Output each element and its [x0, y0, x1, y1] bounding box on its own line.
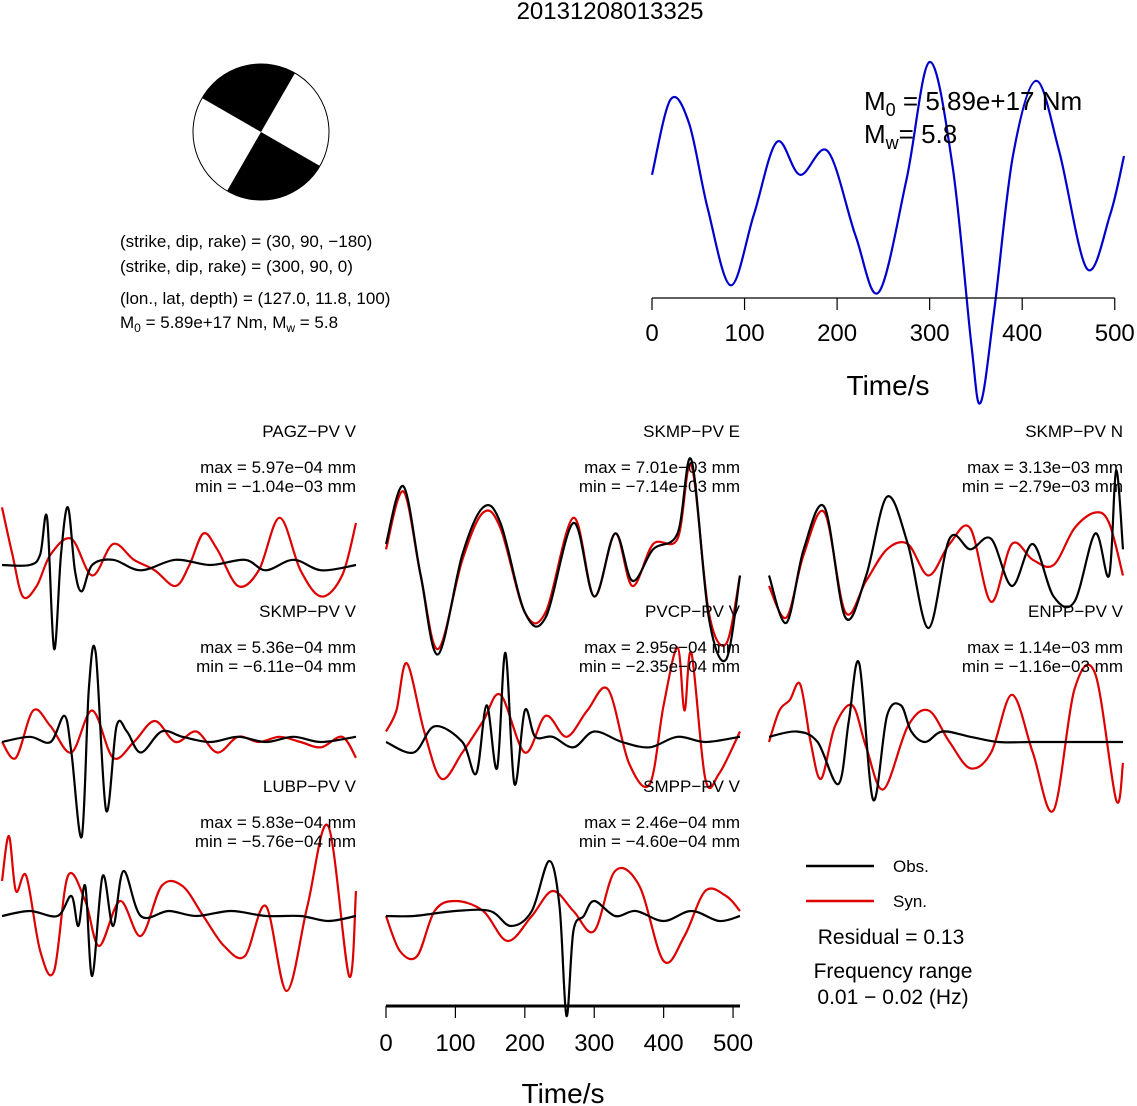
stf-mw-value: = 5.8 [899, 119, 958, 149]
panel-max-label: max = 5.36e−04 mm [200, 638, 356, 657]
frequency-range-label: Frequency range [814, 960, 973, 983]
observed-waveform [1, 506, 357, 651]
legend-obs-label: Obs. [893, 857, 929, 876]
stf-m0-subscript: 0 [886, 100, 896, 120]
stf-x-tick-label: 400 [1002, 320, 1042, 347]
panel-max-label: max = 7.01e−03 mm [584, 458, 740, 477]
frequency-range-value: 0.01 − 0.02 (Hz) [817, 986, 968, 1009]
synthetic-waveform [385, 646, 741, 790]
panel-min-label: min = −7.14e−03 mm [579, 477, 740, 496]
synthetic-waveform [0, 507, 358, 600]
panel-station-label: SKMP−PV E [643, 422, 740, 441]
observed-waveform [1, 644, 357, 839]
beachball-icon [192, 63, 330, 201]
stf-x-tick-label: 300 [910, 320, 950, 347]
panel-min-label: min = −2.35e−04 mm [579, 657, 740, 676]
panel-min-label: min = −6.11e−04 mm [196, 657, 356, 676]
observed-waveform [767, 469, 1125, 630]
mechanism-moment: M0 = 5.89e+17 Nm, Mw = 5.8 [120, 313, 338, 335]
stf-x-tick-label: 500 [1095, 320, 1135, 347]
panel-min-label: min = −2.79e−03 mm [962, 477, 1123, 496]
panel-min-label: min = −5.76e−04 mm [195, 832, 356, 851]
panel-max-label: max = 1.14e−03 mm [967, 638, 1123, 657]
panel-station-label: PAGZ−PV V [262, 422, 356, 441]
observed-waveform [1, 869, 357, 978]
waveform-x-axis-label: Time/s [522, 1078, 605, 1106]
synthetic-waveform [767, 663, 1125, 813]
panel-max-label: max = 2.46e−04 mm [584, 813, 740, 832]
waveform-x-tick-label: 0 [379, 1030, 392, 1057]
observed-waveform [384, 457, 742, 663]
panel-station-label: LUBP−PV V [263, 777, 357, 796]
panel-station-label: SKMP−PV V [259, 602, 357, 621]
synthetic-waveform [0, 823, 358, 993]
legend-syn-label: Syn. [893, 892, 927, 911]
m0-letter: M [120, 313, 134, 332]
waveform-x-tick-label: 300 [574, 1030, 614, 1057]
stf-m0-value: = 5.89e+17 Nm [896, 86, 1082, 116]
panel-min-label: min = −1.04e−03 mm [195, 477, 356, 496]
panel-station-label: PVCP−PV V [645, 602, 741, 621]
waveform-x-tick-label: 100 [435, 1030, 475, 1057]
observed-waveform [385, 651, 741, 786]
stf-x-tick-label: 200 [817, 320, 857, 347]
panel-station-label: SKMP−PV N [1025, 422, 1123, 441]
panel-max-label: max = 5.83e−04 mm [200, 813, 356, 832]
waveform-x-tick-label: 200 [505, 1030, 545, 1057]
mechanism-nodal-plane-2: (strike, dip, rake) = (300, 90, 0) [120, 257, 353, 276]
stf-m0-letter: M [864, 86, 886, 116]
observed-waveform [385, 859, 741, 1018]
residual-text: Residual = 0.13 [818, 926, 965, 949]
panel-station-label: SMPP−PV V [643, 777, 741, 796]
stf-mw-subscript: w [885, 133, 900, 153]
stf-x-axis-label: Time/s [847, 370, 930, 401]
waveform-x-tick-label: 400 [644, 1030, 684, 1057]
panel-min-label: min = −4.60e−04 mm [579, 832, 740, 851]
stf-series-line [650, 60, 1126, 405]
observed-waveform [768, 660, 1123, 802]
panel-max-label: max = 5.97e−04 mm [200, 458, 356, 477]
stf-mw-letter: M [864, 119, 886, 149]
panel-station-label: ENPP−PV V [1028, 602, 1124, 621]
stf-x-tick-label: 100 [725, 320, 765, 347]
panel-min-label: min = −1.16e−03 mm [962, 657, 1123, 676]
mw-subscript: w [285, 321, 295, 335]
legend: Obs. Syn. Residual = 0.13 Frequency rang… [806, 857, 972, 1009]
waveform-x-tick-label: 500 [713, 1030, 753, 1057]
mw-value: = 5.8 [295, 313, 338, 332]
mechanism-nodal-plane-1: (strike, dip, rake) = (30, 90, −180) [120, 232, 372, 251]
stf-m0-label: M0 = 5.89e+17 Nm [864, 86, 1082, 120]
figure-title: 20131208013325 [517, 0, 704, 25]
mechanism-location: (lon., lat, depth) = (127.0, 11.8, 100) [120, 289, 390, 308]
source-time-function-chart: 0 100 200 300 400 500 Time/s [645, 60, 1135, 405]
m0-value: = 5.89e+17 Nm, M [141, 313, 287, 332]
waveform-time-axis: 0 100 200 300 400 500 Time/s [379, 1004, 753, 1106]
synthetic-waveform [1, 708, 357, 760]
stf-mw-label: Mw= 5.8 [864, 119, 957, 153]
panel-max-label: max = 2.95e−04 mm [584, 638, 740, 657]
panel-max-label: max = 3.13e−03 mm [967, 458, 1123, 477]
m0-subscript: 0 [134, 321, 141, 335]
stf-x-tick-label: 0 [645, 320, 658, 347]
